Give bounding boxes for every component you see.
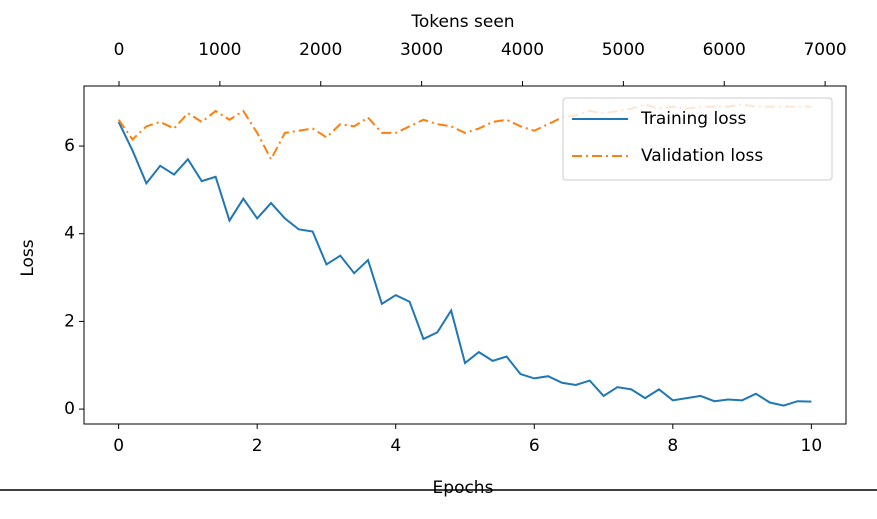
x2-tick-label: 7000 [803, 40, 846, 60]
series-line [117, 103, 812, 162]
y-tick-label: 0 [64, 399, 75, 419]
x-tick-label: 6 [529, 436, 540, 456]
x2-tick-label: 5000 [602, 40, 645, 60]
y-tick-label: 6 [64, 136, 75, 156]
legend-label: Training loss [640, 109, 746, 129]
x2-tick-label: 4000 [501, 40, 544, 60]
x2-tick-label: 6000 [703, 40, 746, 60]
x-tick-label: 4 [390, 436, 401, 456]
y-tick-label: 2 [64, 311, 75, 331]
x2-tick-label: 2000 [299, 40, 342, 60]
x-tick-label: 8 [667, 436, 678, 456]
axes-frame [83, 85, 847, 425]
legend-box [562, 97, 833, 181]
x-axis-label: Epochs [433, 478, 494, 498]
x2-tick-label: 1000 [198, 40, 241, 60]
y-tick-label: 4 [64, 224, 75, 244]
x2-axis-label: Tokens seen [410, 12, 514, 32]
x2-tick-label: 3000 [400, 40, 443, 60]
x-tick-label: 0 [113, 436, 124, 456]
legend-label: Validation loss [641, 146, 763, 166]
series-line [117, 121, 812, 407]
y-axis-label: Loss [18, 239, 38, 276]
x-tick-label: 2 [252, 436, 263, 456]
x2-tick-label: 0 [114, 40, 125, 60]
x-tick-label: 10 [801, 436, 823, 456]
